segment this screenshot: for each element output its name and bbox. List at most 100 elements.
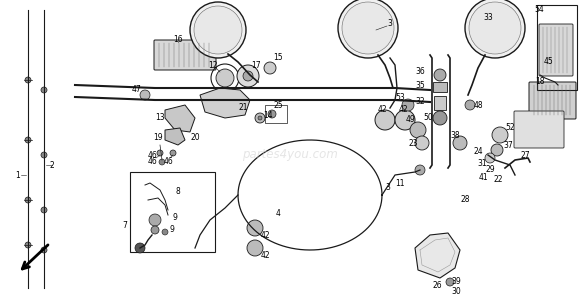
Circle shape [162, 229, 168, 235]
Text: 38: 38 [450, 131, 460, 139]
Text: 20: 20 [190, 134, 200, 142]
Text: 46: 46 [148, 158, 158, 167]
Text: 42: 42 [260, 252, 270, 260]
Text: 9: 9 [170, 226, 174, 235]
Circle shape [268, 110, 276, 118]
Polygon shape [165, 128, 185, 145]
Text: 35: 35 [415, 80, 425, 89]
Text: 26: 26 [432, 280, 442, 289]
Text: 21: 21 [238, 103, 248, 111]
Circle shape [25, 77, 31, 83]
Text: 17: 17 [251, 61, 261, 71]
Text: 14: 14 [263, 111, 273, 120]
Circle shape [41, 247, 47, 253]
Circle shape [247, 240, 263, 256]
Text: 39: 39 [451, 277, 461, 286]
Text: 31: 31 [477, 159, 487, 167]
Circle shape [247, 220, 263, 236]
Circle shape [434, 69, 446, 81]
Text: 27: 27 [520, 150, 530, 159]
Polygon shape [415, 233, 460, 278]
Text: 3: 3 [386, 184, 390, 193]
Circle shape [338, 0, 398, 58]
Text: 49: 49 [405, 116, 415, 125]
Circle shape [25, 242, 31, 248]
Text: 46: 46 [163, 158, 173, 167]
Text: 30: 30 [451, 288, 461, 297]
Text: 36: 36 [415, 68, 425, 77]
Circle shape [465, 0, 525, 58]
Circle shape [342, 2, 394, 54]
Circle shape [453, 136, 467, 150]
Text: 24: 24 [473, 148, 483, 156]
Circle shape [395, 110, 415, 130]
Text: 9: 9 [173, 213, 177, 223]
Text: 41: 41 [478, 173, 488, 182]
Text: 7: 7 [123, 221, 127, 229]
Text: 22: 22 [493, 176, 503, 184]
Circle shape [140, 90, 150, 100]
Polygon shape [200, 88, 250, 118]
Text: 46: 46 [147, 150, 157, 159]
Circle shape [157, 150, 163, 156]
Text: 25: 25 [273, 102, 283, 111]
Circle shape [151, 226, 159, 234]
Text: 52: 52 [505, 123, 515, 133]
FancyBboxPatch shape [539, 24, 573, 76]
Circle shape [243, 71, 253, 81]
Text: 42: 42 [398, 105, 408, 114]
Circle shape [258, 116, 262, 120]
Circle shape [149, 214, 161, 226]
Bar [265, 105, 287, 123]
Text: 54: 54 [534, 5, 544, 15]
Circle shape [446, 278, 454, 286]
Circle shape [159, 159, 165, 165]
Text: 29: 29 [485, 165, 495, 175]
Text: 32: 32 [415, 97, 425, 106]
Circle shape [465, 100, 475, 110]
Bar [434, 96, 446, 110]
Bar [130, 172, 215, 252]
Text: 13: 13 [155, 114, 165, 122]
Circle shape [190, 2, 246, 58]
Text: 18: 18 [535, 77, 545, 86]
Text: 23: 23 [408, 139, 418, 148]
Circle shape [402, 99, 414, 111]
Text: 53: 53 [395, 92, 405, 102]
Text: 8: 8 [175, 187, 181, 196]
Circle shape [491, 144, 503, 156]
Circle shape [237, 65, 259, 87]
Text: 16: 16 [173, 35, 183, 44]
Circle shape [25, 137, 31, 143]
Circle shape [216, 69, 234, 87]
FancyBboxPatch shape [514, 111, 564, 148]
Circle shape [41, 87, 47, 93]
Text: 12: 12 [208, 61, 218, 71]
Text: 48: 48 [473, 100, 483, 109]
Circle shape [415, 165, 425, 175]
Circle shape [415, 136, 429, 150]
Circle shape [492, 127, 508, 143]
Polygon shape [165, 105, 195, 132]
Text: 2: 2 [50, 161, 54, 170]
FancyBboxPatch shape [529, 82, 576, 119]
Circle shape [264, 62, 276, 74]
Text: 1: 1 [16, 170, 20, 179]
Circle shape [433, 111, 447, 125]
FancyBboxPatch shape [154, 40, 216, 70]
Text: 4: 4 [276, 209, 280, 218]
Text: 15: 15 [273, 54, 283, 63]
Circle shape [135, 243, 145, 253]
Text: 47: 47 [132, 86, 142, 94]
Text: partes4you.com: partes4you.com [241, 148, 338, 162]
Circle shape [469, 2, 521, 54]
Text: 37: 37 [503, 140, 513, 150]
Circle shape [170, 150, 176, 156]
Circle shape [375, 110, 395, 130]
Text: 3: 3 [387, 18, 393, 27]
Circle shape [25, 197, 31, 203]
Circle shape [485, 153, 495, 163]
Text: 42: 42 [260, 232, 270, 240]
Circle shape [41, 152, 47, 158]
Bar [433, 82, 447, 92]
